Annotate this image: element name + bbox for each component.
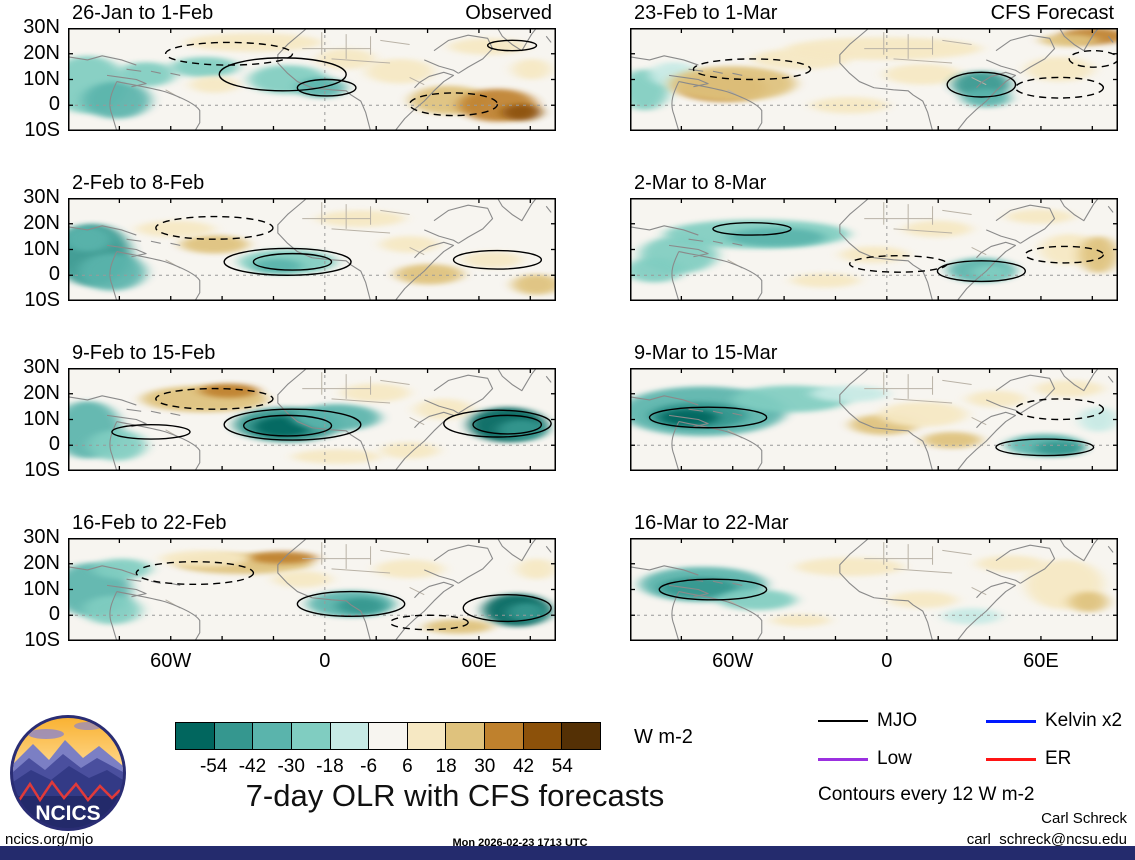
colorbar-tick-label: -6 — [360, 756, 378, 777]
map-panel-16-mar-to-22-mar — [630, 538, 1118, 641]
colorbar-tick-label: 18 — [435, 756, 457, 777]
lon-tick-label: 60W — [712, 650, 754, 672]
colorbar-tick-label: -42 — [238, 756, 267, 777]
contour-note: Contours every 12 W m-2 — [818, 784, 1035, 805]
map-panel-23-feb-to-1-mar — [630, 28, 1118, 131]
lat-tick-label: 30N — [23, 526, 60, 548]
legend-line — [986, 757, 1036, 761]
lat-tick-label: 20N — [23, 41, 60, 64]
lat-tick-label: 0 — [48, 263, 60, 286]
colorbar-segment — [252, 723, 291, 749]
map-panel-9-mar-to-15-mar — [630, 368, 1118, 471]
lat-tick-label: 20N — [23, 211, 60, 234]
lat-tick-label: 30N — [23, 16, 60, 38]
lat-tick-label: 0 — [48, 603, 60, 626]
colorbar-tick-label: -54 — [199, 756, 228, 777]
colorbar-segment — [176, 723, 214, 749]
lat-tick-label: 10S — [24, 119, 60, 141]
colorbar — [175, 722, 601, 750]
colorbar-segment — [522, 723, 562, 749]
lat-tick-label: 10N — [23, 407, 60, 430]
credit-name: Carl Schreck — [1041, 810, 1127, 827]
colorbar-tick-label: 6 — [402, 756, 413, 777]
lon-tick-label: 60E — [1023, 650, 1059, 672]
lat-tick-label: 0 — [48, 433, 60, 456]
colorbar-tick-label: -18 — [316, 756, 344, 777]
lat-tick-label: 10N — [23, 67, 60, 90]
legend-item-low: Low — [818, 748, 986, 770]
map-panel-9-feb-to-15-feb — [68, 368, 556, 471]
lat-tick-label: 10S — [24, 289, 60, 311]
lat-tick-label: 20N — [23, 551, 60, 574]
lon-tick-label: 60W — [150, 650, 192, 672]
lat-tick-label: 30N — [23, 186, 60, 208]
map-panel-2-feb-to-8-feb — [68, 198, 556, 301]
legend-label: Low — [877, 748, 912, 769]
legend: MJO Kelvin x2 Low ER — [818, 710, 1122, 770]
lat-tick-label: 10S — [24, 629, 60, 651]
panel-title: 16-Mar to 22-Mar — [634, 512, 789, 534]
legend-line — [818, 720, 868, 722]
colorbar-segment — [290, 723, 330, 749]
column-label: CFS Forecast — [990, 2, 1114, 24]
colorbar-segment — [213, 723, 253, 749]
colorbar-tick-label: 42 — [512, 756, 535, 777]
panel-title: 9-Mar to 15-Mar — [634, 342, 778, 364]
colorbar-segment — [484, 723, 523, 749]
figure-title: 7-day OLR with CFS forecasts — [245, 778, 665, 813]
map-panel-26-jan-to-1-feb — [68, 28, 556, 131]
lon-tick-label: 0 — [319, 650, 331, 672]
panel-title: 23-Feb to 1-Mar — [634, 2, 778, 24]
legend-item-kelvin-x2: Kelvin x2 — [986, 710, 1122, 732]
colorbar-segment — [368, 723, 407, 749]
panel-title: 26-Jan to 1-Feb — [72, 2, 214, 24]
legend-label: ER — [1045, 748, 1072, 769]
colorbar-tick-label: -30 — [277, 756, 305, 777]
colorbar-segment — [329, 723, 369, 749]
legend-item-mjo: MJO — [818, 710, 986, 732]
panel-title: 2-Mar to 8-Mar — [634, 172, 767, 194]
column-label: Observed — [465, 2, 552, 24]
legend-line — [986, 719, 1036, 723]
lat-tick-label: 10N — [23, 577, 60, 600]
legend-line — [818, 757, 868, 761]
credit-email: carl_schreck@ncsu.edu — [966, 831, 1127, 848]
panel-title: 9-Feb to 15-Feb — [72, 342, 216, 364]
colorbar-tick-label: 54 — [551, 756, 573, 777]
lon-tick-label: 0 — [881, 650, 893, 672]
lat-tick-label: 10N — [23, 237, 60, 260]
colorbar-unit-label: W m-2 — [634, 726, 693, 748]
panel-title: 16-Feb to 22-Feb — [72, 512, 227, 534]
panel-title: 2-Feb to 8-Feb — [72, 172, 205, 194]
logo-red-line — [16, 779, 121, 803]
colorbar-tick-label: 30 — [474, 756, 496, 777]
lon-tick-label: 60E — [461, 650, 497, 672]
bottom-bar — [0, 846, 1135, 860]
map-panel-16-feb-to-22-feb — [68, 538, 556, 641]
ncics-logo: NCICS — [10, 715, 126, 831]
legend-item-er: ER — [986, 748, 1122, 770]
colorbar-segment — [561, 723, 601, 749]
lat-tick-label: 0 — [48, 93, 60, 116]
legend-label: Kelvin x2 — [1045, 710, 1123, 731]
lat-tick-label: 10S — [24, 459, 60, 481]
legend-label: MJO — [877, 710, 918, 731]
footer-url: ncics.org/mjo — [5, 831, 94, 848]
lat-tick-label: 30N — [23, 356, 60, 378]
logo-text: NCICS — [35, 802, 100, 825]
colorbar-segment — [445, 723, 485, 749]
colorbar-segment — [406, 723, 446, 749]
lat-tick-label: 20N — [23, 381, 60, 404]
map-panel-2-mar-to-8-mar — [630, 198, 1118, 301]
